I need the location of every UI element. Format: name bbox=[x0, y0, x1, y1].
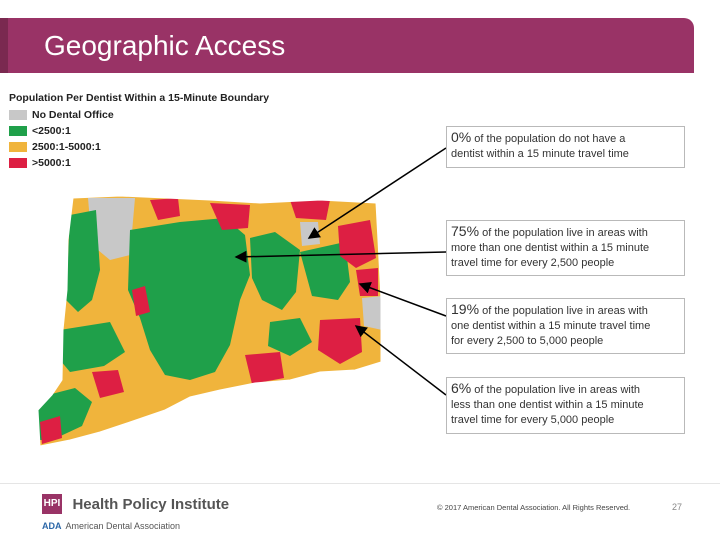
title-bar bbox=[0, 18, 694, 73]
legend-swatch-orange bbox=[9, 142, 27, 152]
ada-logo: ADA American Dental Association bbox=[42, 521, 180, 531]
ada-name: American Dental Association bbox=[65, 521, 181, 531]
callout-text: travel time for every 2,500 people bbox=[451, 257, 615, 269]
hpi-logo: HPI Health Policy Institute bbox=[42, 494, 229, 514]
arrow-0pct bbox=[307, 147, 447, 239]
legend-label: No Dental Office bbox=[32, 109, 114, 121]
callout-text: of the population do not have a bbox=[474, 133, 626, 145]
callout-text: dentist within a 15 minute travel time bbox=[451, 148, 629, 160]
ada-mark: ADA bbox=[42, 521, 62, 531]
red-region bbox=[150, 198, 180, 220]
red-region bbox=[245, 352, 284, 384]
hpi-mark: HPI bbox=[42, 494, 62, 514]
green-region bbox=[66, 210, 100, 312]
red-region bbox=[132, 286, 150, 316]
legend-label: >5000:1 bbox=[32, 157, 71, 169]
legend-swatch-green bbox=[9, 126, 27, 136]
callout-text: more than one dentist within a 15 minute bbox=[451, 242, 650, 254]
arrow-75pct bbox=[234, 250, 447, 263]
arrow-6pct bbox=[354, 325, 447, 396]
map-legend: Population Per Dentist Within a 15-Minut… bbox=[9, 92, 269, 171]
callout-mid-access: 19% of the population live in areas with… bbox=[446, 298, 685, 354]
green-region bbox=[128, 218, 250, 380]
green-region bbox=[250, 232, 300, 310]
callout-percent: 0% bbox=[451, 129, 472, 145]
page-number: 27 bbox=[672, 502, 683, 512]
callout-low-access: 6% of the population live in areas with … bbox=[446, 377, 685, 434]
copyright: © 2017 American Dental Association. All … bbox=[437, 503, 631, 512]
footer-divider bbox=[0, 483, 720, 484]
green-region bbox=[268, 318, 312, 356]
legend-title: Population Per Dentist Within a 15-Minut… bbox=[9, 92, 270, 104]
gray-region bbox=[300, 222, 320, 246]
title-bar-accent bbox=[0, 18, 8, 73]
red-region bbox=[290, 200, 330, 220]
callout-text: travel time for every 5,000 people bbox=[451, 414, 615, 426]
legend-item-no-office: No Dental Office bbox=[9, 107, 269, 123]
callout-text: of the population live in areas with bbox=[482, 305, 648, 317]
hpi-name: Health Policy Institute bbox=[72, 495, 230, 513]
red-region bbox=[338, 220, 376, 268]
legend-item-low: <2500:1 bbox=[9, 123, 269, 139]
red-region bbox=[210, 203, 250, 230]
slide-title: Geographic Access bbox=[44, 30, 286, 61]
green-region bbox=[60, 322, 125, 372]
gray-region bbox=[362, 296, 381, 330]
callout-percent: 75% bbox=[451, 223, 480, 239]
callout-text: less than one dentist within a 15 minute bbox=[451, 399, 644, 411]
arrow-19pct bbox=[358, 282, 447, 317]
callout-high-access: 75% of the population live in areas with… bbox=[446, 220, 685, 276]
callout-text: for every 2,500 to 5,000 people bbox=[451, 335, 604, 347]
callout-percent: 19% bbox=[451, 301, 480, 317]
legend-swatch-gray bbox=[9, 110, 27, 120]
callout-percent: 6% bbox=[451, 380, 472, 396]
legend-item-high: >5000:1 bbox=[9, 155, 269, 171]
callout-text: of the population live in areas with bbox=[474, 384, 641, 396]
state-outline bbox=[37, 195, 382, 447]
legend-label: 2500:1-5000:1 bbox=[32, 141, 101, 153]
callout-text: one dentist within a 15 minute travel ti… bbox=[451, 320, 651, 332]
callout-text: of the population live in areas with bbox=[482, 227, 648, 239]
legend-label: <2500:1 bbox=[32, 125, 71, 137]
red-region bbox=[40, 416, 62, 444]
red-region bbox=[318, 318, 362, 364]
gray-region bbox=[88, 198, 135, 260]
red-region bbox=[92, 370, 124, 398]
callout-no-dentist: 0% of the population do not have a denti… bbox=[446, 126, 685, 168]
green-region bbox=[300, 242, 350, 300]
legend-item-mid: 2500:1-5000:1 bbox=[9, 139, 269, 155]
legend-swatch-red bbox=[9, 158, 27, 168]
